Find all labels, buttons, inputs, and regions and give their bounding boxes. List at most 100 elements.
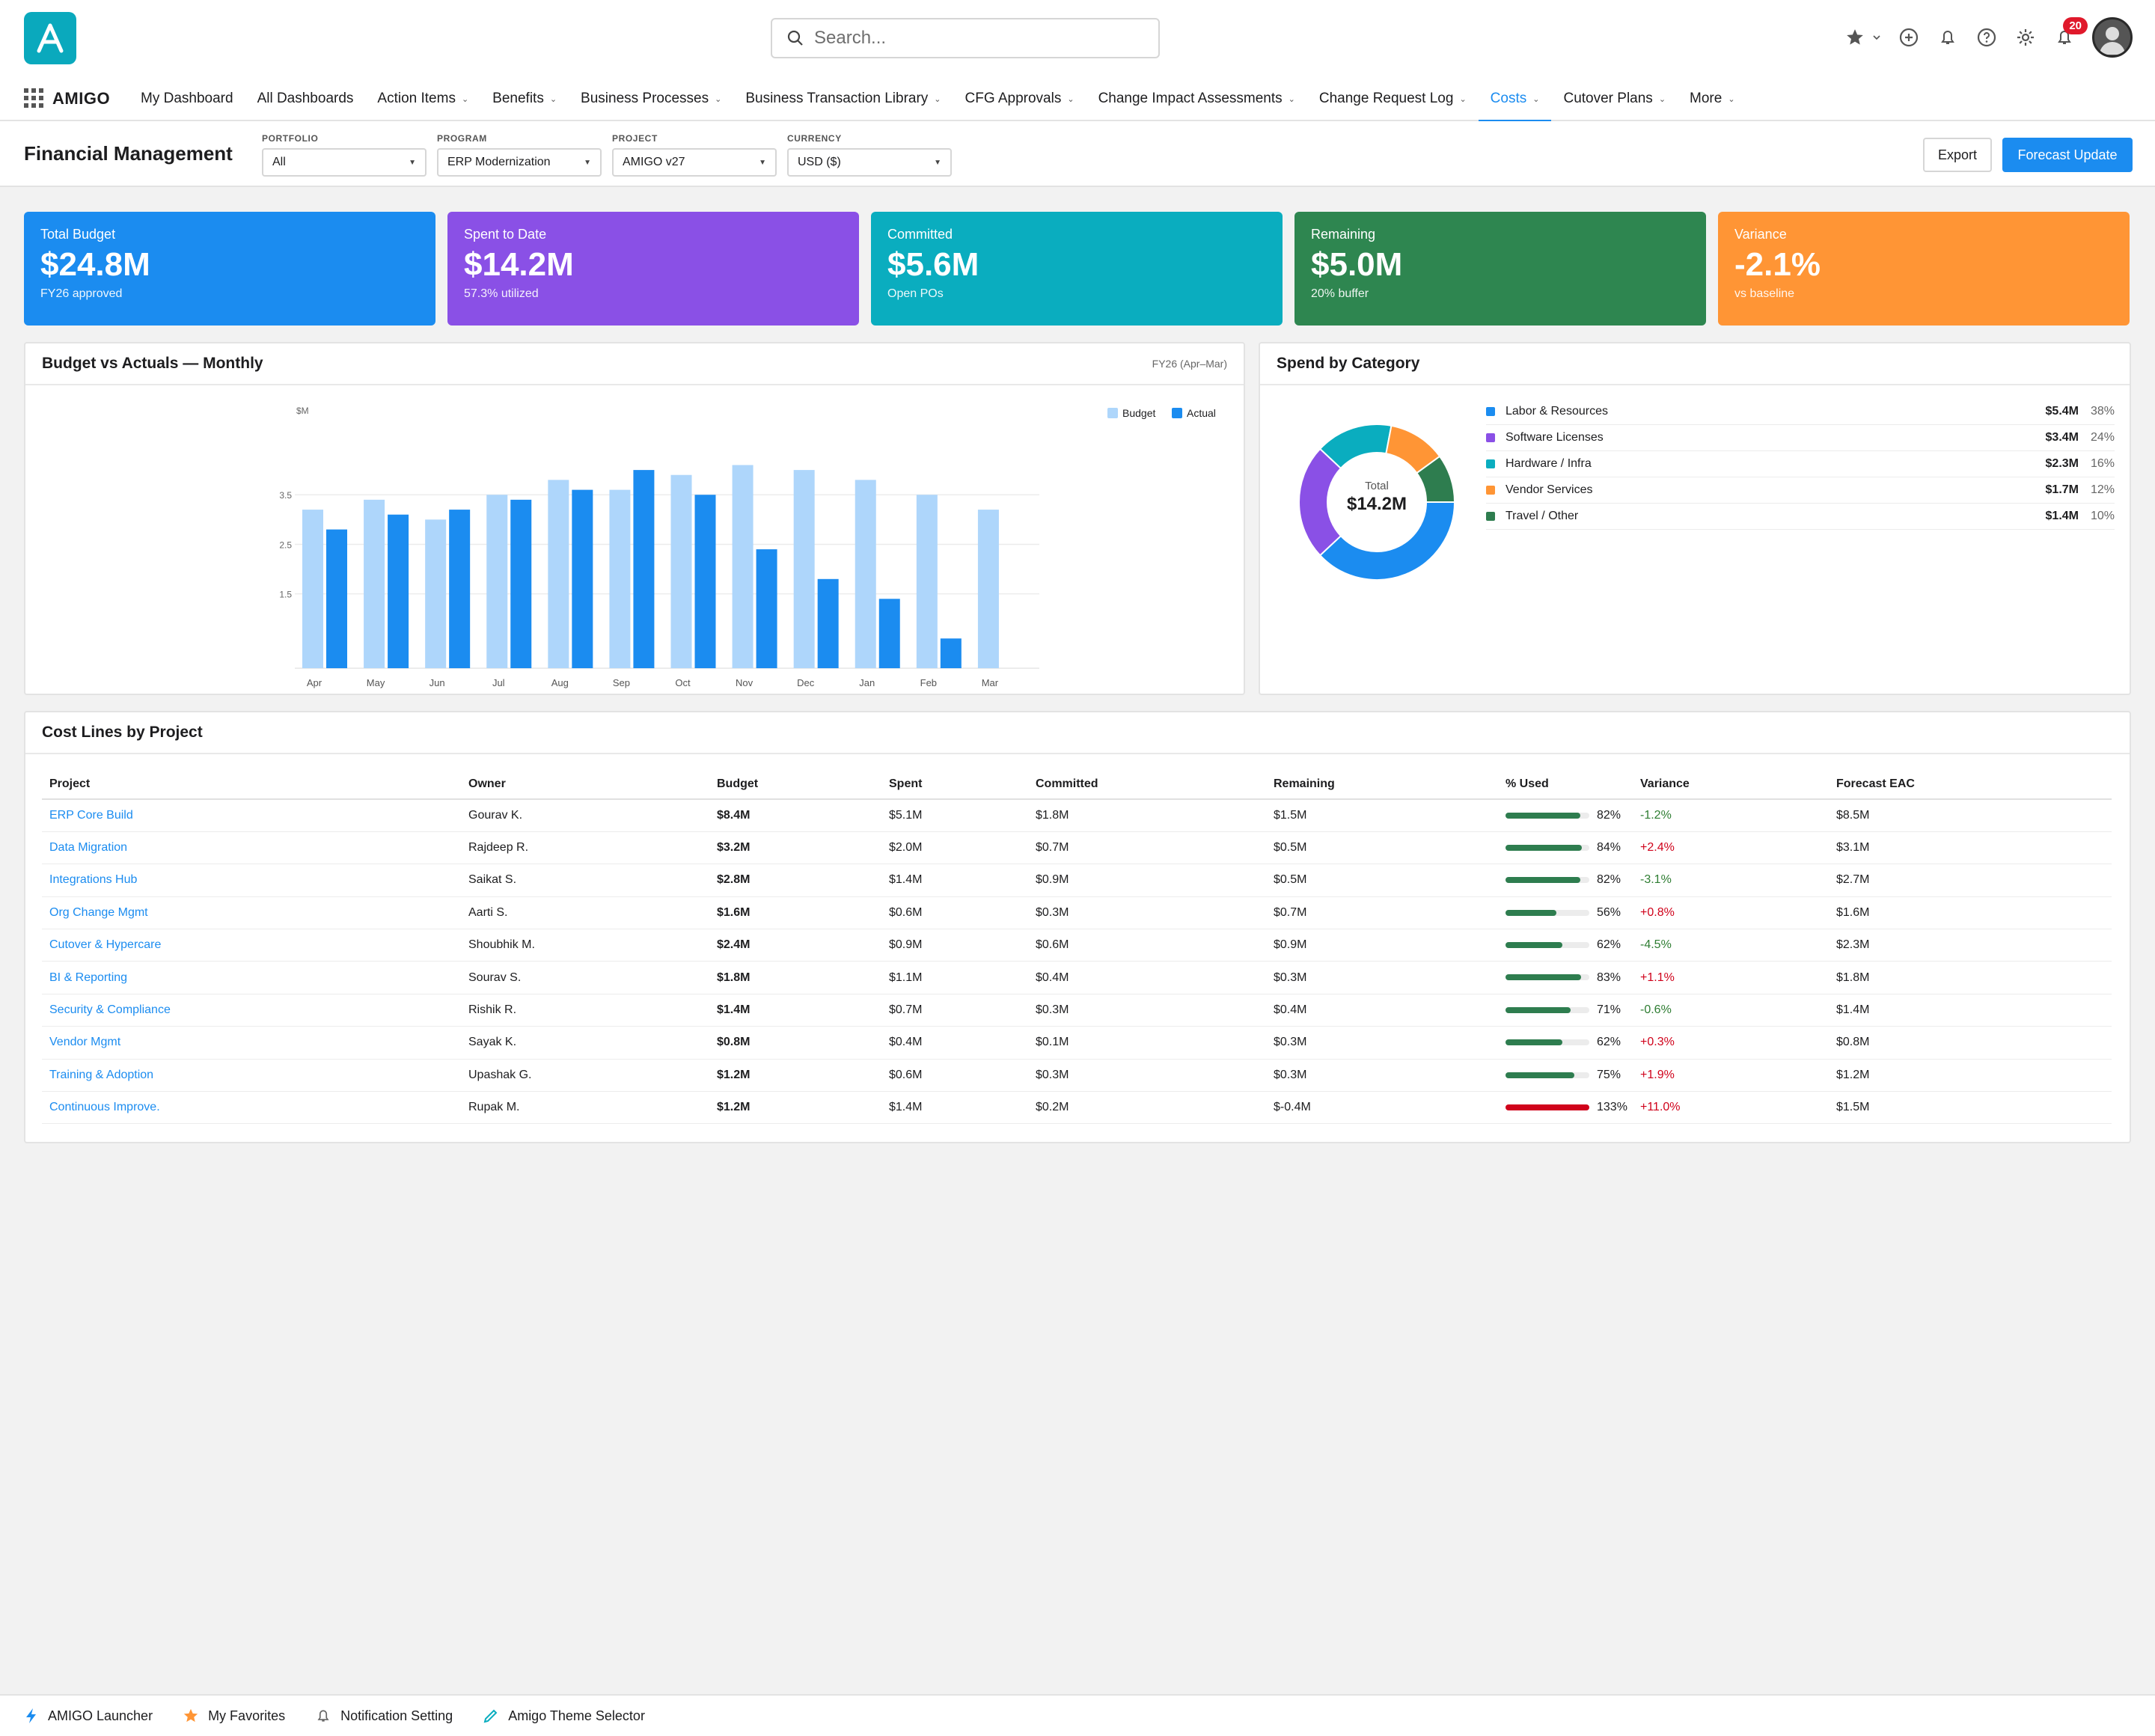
gear-icon[interactable] <box>2014 26 2037 49</box>
nav-items: My Dashboard All Dashboards Action Items ⌄ B… <box>129 76 1747 122</box>
table-row[interactable]: BI & Reporting Sourav S. $1.8M $1.1M $0.4M $0… <box>42 961 2112 994</box>
program-select[interactable]: ERP Modernization ▼ <box>437 148 602 177</box>
remaining-cell: $0.5M <box>1266 864 1498 897</box>
table-row[interactable]: Integrations Hub Saikat S. $2.8M $1.4M $0.9M… <box>42 864 2112 897</box>
brush-icon <box>483 1709 498 1723</box>
project-link[interactable]: Vendor Mgmt <box>42 1026 461 1060</box>
cost-lines-panel: Cost Lines by Project Project Owner Budget… <box>24 711 2131 1143</box>
table-row[interactable]: Org Change Mgmt Aarti S. $1.6M $0.6M $0.3M $0… <box>42 896 2112 930</box>
amigo-launcher-link[interactable]: AMIGO Launcher <box>24 1708 153 1724</box>
column-header[interactable]: Remaining <box>1266 769 1498 800</box>
select-value: All <box>272 156 286 168</box>
budget-cell: $2.4M <box>709 929 881 962</box>
my-favorites-link[interactable]: My Favorites <box>183 1708 285 1724</box>
column-header[interactable]: % Used <box>1498 769 1633 800</box>
column-header[interactable]: Variance <box>1633 769 1829 800</box>
nav-item-label: All Dashboards <box>257 91 354 106</box>
help-icon[interactable] <box>1975 26 1998 49</box>
nav-item-my-dashboard[interactable]: My Dashboard <box>129 76 245 121</box>
project-link[interactable]: Org Change Mgmt <box>42 896 461 930</box>
column-header[interactable]: Owner <box>461 769 709 800</box>
export-button[interactable]: Export <box>1923 138 1992 172</box>
bar-actual-nov <box>756 549 777 668</box>
table-row[interactable]: Cutover & Hypercare Shoubhik M. $2.4M $0.9M… <box>42 929 2112 962</box>
table-row[interactable]: Data Migration Rajdeep R. $3.2M $2.0M $0.7M $… <box>42 831 2112 865</box>
search-input[interactable] <box>814 28 1143 49</box>
bell-outline-icon[interactable] <box>1937 26 1959 49</box>
project-link[interactable]: ERP Core Build <box>42 799 461 832</box>
bar-actual-may <box>388 514 409 668</box>
x-tick-label: Oct <box>675 677 691 688</box>
percent-used-cell: 83% <box>1498 961 1633 994</box>
usage-progress-fill <box>1506 942 1562 949</box>
nav-item-costs[interactable]: Costs ⌄ <box>1478 76 1552 122</box>
spent-cell: $0.7M <box>881 994 1028 1027</box>
committed-cell: $0.3M <box>1028 896 1266 930</box>
app-logo[interactable] <box>24 12 76 64</box>
column-header[interactable]: Project <box>42 769 461 800</box>
kpi-value: $5.0M <box>1311 246 1403 283</box>
project-link[interactable]: Integrations Hub <box>42 864 461 897</box>
kpi-card-spent-to-date[interactable]: Spent to Date $14.2M 57.3% utilized <box>447 212 859 326</box>
theme-selector-link[interactable]: Amigo Theme Selector <box>483 1708 645 1724</box>
kpi-card-remaining[interactable]: Remaining $5.0M 20% buffer <box>1294 212 1706 326</box>
nav-item-more[interactable]: More ⌄ <box>1678 76 1747 121</box>
nav-item-action-items[interactable]: Action Items ⌄ <box>365 76 480 121</box>
avatar[interactable] <box>2092 17 2133 58</box>
nav-item-business-processes[interactable]: Business Processes ⌄ <box>569 76 733 121</box>
nav-item-change-impact-assessments[interactable]: Change Impact Assessments ⌄ <box>1086 76 1307 121</box>
project-link[interactable]: BI & Reporting <box>42 961 461 994</box>
category-swatch <box>1486 512 1495 521</box>
nav-item-all-dashboards[interactable]: All Dashboards <box>245 76 366 121</box>
table-row[interactable]: ERP Core Build Gourav K. $8.4M $5.1M $1.8M $1… <box>42 799 2112 832</box>
nav-item-business-transaction-library[interactable]: Business Transaction Library ⌄ <box>733 76 953 121</box>
nav-item-change-request-log[interactable]: Change Request Log ⌄ <box>1307 76 1479 121</box>
column-header[interactable]: Committed <box>1028 769 1266 800</box>
category-swatch <box>1486 407 1495 416</box>
project-link[interactable]: Cutover & Hypercare <box>42 929 461 962</box>
donut-slice-travel-other <box>1415 455 1456 503</box>
bar-actual-apr <box>326 529 347 668</box>
column-header[interactable]: Spent <box>881 769 1028 800</box>
currency-select[interactable]: USD ($) ▼ <box>787 148 952 177</box>
category-amount: $1.4M <box>2045 510 2079 522</box>
forecast-eac-cell: $1.4M <box>1829 994 2112 1027</box>
nav-item-benefits[interactable]: Benefits ⌄ <box>480 76 569 121</box>
project-select[interactable]: AMIGO v27 ▼ <box>612 148 777 177</box>
kpi-value: $5.6M <box>887 246 979 283</box>
project-link[interactable]: Data Migration <box>42 831 461 865</box>
project-link[interactable]: Continuous Improve. <box>42 1091 461 1125</box>
search-box[interactable] <box>771 18 1160 58</box>
chevron-down-icon[interactable] <box>1872 26 1881 49</box>
category-percent: 12% <box>2090 483 2115 496</box>
portfolio-select[interactable]: All ▼ <box>262 148 427 177</box>
budget-vs-actuals-panel: Budget vs Actuals — Monthly FY26 (Apr–Ma… <box>24 342 1245 695</box>
committed-cell: $0.7M <box>1028 831 1266 865</box>
column-header[interactable]: Forecast EAC <box>1829 769 2112 800</box>
bar-actual-dec <box>817 578 839 668</box>
notification-setting-link[interactable]: Notification Setting <box>315 1708 453 1724</box>
table-row[interactable]: Vendor Mgmt Sayak K. $0.8M $0.4M $0.1M $0.3M 6… <box>42 1026 2112 1060</box>
column-header[interactable]: Budget <box>709 769 881 800</box>
kpi-card-committed[interactable]: Committed $5.6M Open POs <box>871 212 1283 326</box>
kpi-card-variance[interactable]: Variance -2.1% vs baseline <box>1718 212 2130 326</box>
table-row[interactable]: Continuous Improve. Rupak M. $1.2M $1.4M $0.… <box>42 1091 2112 1125</box>
nav-item-label: Business Transaction Library <box>745 91 929 106</box>
category-amount: $3.4M <box>2045 431 2079 444</box>
star-icon[interactable] <box>1844 26 1866 49</box>
table-row[interactable]: Training & Adoption Upashak G. $1.2M $0.6M $… <box>42 1059 2112 1092</box>
nav-item-cfg-approvals[interactable]: CFG Approvals ⌄ <box>953 76 1086 121</box>
usage-progress-fill <box>1506 909 1556 916</box>
project-link[interactable]: Training & Adoption <box>42 1059 461 1092</box>
project-link[interactable]: Security & Compliance <box>42 994 461 1027</box>
usage-progress-bar <box>1506 812 1589 819</box>
app-grid-icon[interactable] <box>24 88 43 108</box>
forecast-update-button[interactable]: Forecast Update <box>2002 138 2133 172</box>
usage-progress-fill <box>1506 1006 1571 1013</box>
table-row[interactable]: Security & Compliance Rishik R. $1.4M $0.7M… <box>42 994 2112 1027</box>
notifications-icon[interactable]: 20 <box>2053 17 2088 49</box>
add-circle-icon[interactable] <box>1898 26 1920 49</box>
nav-item-cutover-plans[interactable]: Cutover Plans ⌄ <box>1551 76 1678 121</box>
kpi-card-total-budget[interactable]: Total Budget $24.8M FY26 approved <box>24 212 435 326</box>
category-percent: 24% <box>2090 431 2115 444</box>
